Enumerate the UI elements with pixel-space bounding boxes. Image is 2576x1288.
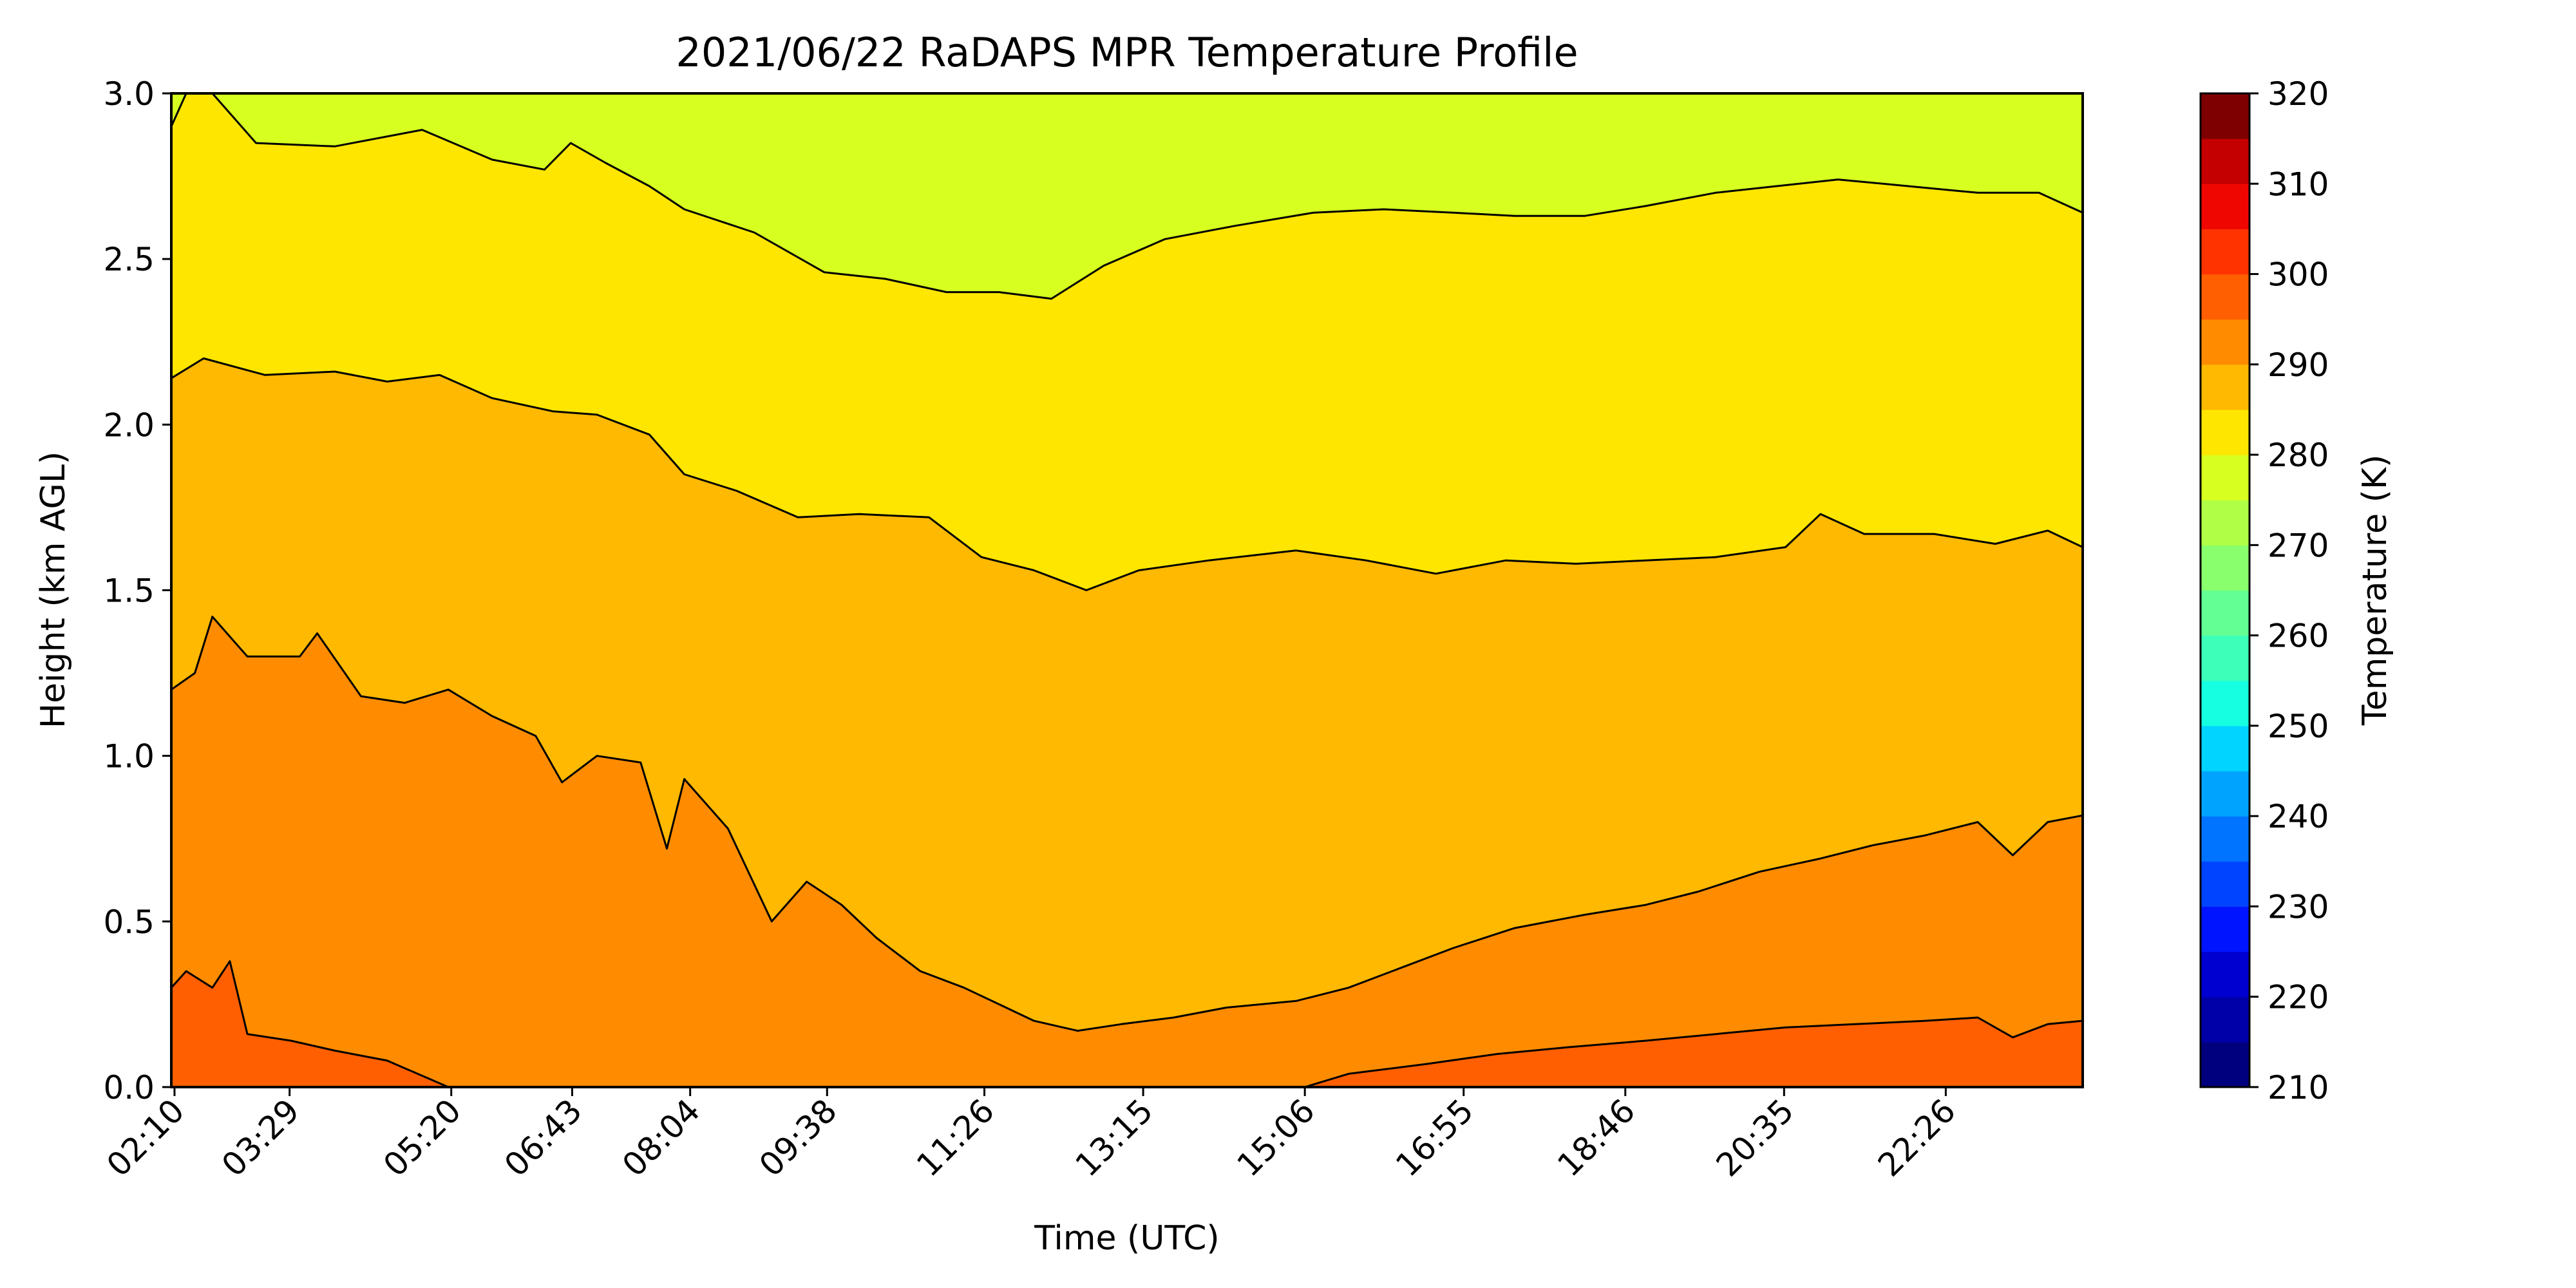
colorbar-segment <box>2201 455 2249 500</box>
x-tick-label: 03:29 <box>214 1092 307 1184</box>
colorbar-tick-label: 230 <box>2268 888 2329 925</box>
colorbar-segment <box>2201 906 2249 952</box>
x-tick-label: 22:26 <box>1871 1092 1963 1184</box>
colorbar-segment <box>2201 500 2249 545</box>
temperature-band-295-300 <box>171 961 2083 1087</box>
y-tick-label: 0.5 <box>103 904 155 941</box>
colorbar-segment <box>2201 364 2249 410</box>
colorbar-segment <box>2201 861 2249 907</box>
x-tick-label: 16:55 <box>1388 1092 1481 1184</box>
colorbar-segment <box>2201 680 2249 726</box>
y-tick-label: 2.5 <box>103 241 155 278</box>
y-tick-label: 1.0 <box>103 738 155 775</box>
colorbar-segment <box>2201 590 2249 636</box>
colorbar-tick-label: 250 <box>2268 708 2329 745</box>
colorbar-tick-label: 320 <box>2268 75 2329 113</box>
colorbar-tick-label: 260 <box>2268 618 2329 655</box>
x-axis-label: Time (UTC) <box>1034 1219 1219 1258</box>
colorbar-segment <box>2201 1041 2249 1088</box>
y-tick-label: 3.0 <box>103 75 155 113</box>
x-tick-label: 08:04 <box>615 1092 707 1184</box>
colorbar-tick-label: 270 <box>2268 527 2329 564</box>
colorbar-segment <box>2201 725 2249 772</box>
colorbar-tick-label: 280 <box>2268 437 2329 474</box>
y-tick-label: 0.0 <box>103 1069 155 1106</box>
contour-285K <box>171 357 2083 591</box>
colorbar-segment <box>2201 771 2249 817</box>
contour-lines <box>171 93 2083 1087</box>
temperature-band-290-295 <box>171 616 2083 1087</box>
colorbar-segment <box>2201 409 2249 455</box>
x-tick-label: 15:06 <box>1230 1092 1322 1184</box>
x-tick-label: 05:20 <box>376 1092 468 1184</box>
x-tick-label: 09:38 <box>752 1092 844 1184</box>
x-tick-label: 06:43 <box>497 1092 589 1184</box>
plot-area <box>171 93 2083 1087</box>
colorbar-segment <box>2201 951 2249 998</box>
colorbar-tick-label: 210 <box>2268 1069 2329 1106</box>
x-tick-label: 13:15 <box>1068 1092 1160 1184</box>
colorbar-segment <box>2201 545 2249 591</box>
colorbar-tick-label: 220 <box>2268 979 2329 1016</box>
y-axis-label: Height (km AGL) <box>34 451 73 728</box>
colorbar-tick-label: 240 <box>2268 798 2329 835</box>
colorbar-frame <box>2199 92 2251 1088</box>
colorbar-segment <box>2201 229 2249 275</box>
colorbar-segment <box>2201 319 2249 365</box>
contour-280K <box>171 93 2083 300</box>
y-tick-label: 1.5 <box>103 573 155 610</box>
y-axis: 0.0 0.5 1.0 1.5 2.0 2.5 3.0 <box>103 75 171 1106</box>
colorbar-segment <box>2201 93 2249 139</box>
chart-title: 2021/06/22 RaDAPS MPR Temperature Profil… <box>676 29 1578 76</box>
x-tick-label: 11:26 <box>909 1092 1001 1184</box>
colorbar-segment <box>2201 138 2249 184</box>
y-tick-label: 2.0 <box>103 406 155 444</box>
x-tick-label: 18:46 <box>1550 1092 1642 1184</box>
x-tick-label: 20:35 <box>1709 1092 1801 1184</box>
contour-295K <box>171 960 2083 1087</box>
colorbar-segment <box>2201 274 2249 320</box>
colorbar-segment <box>2201 996 2249 1043</box>
x-axis: 02:10 03:29 05:20 06:43 08:04 09:38 11:26 13:15… <box>100 1087 1963 1184</box>
colorbar-tick-label: 300 <box>2268 256 2329 294</box>
colorbar-segment <box>2201 816 2249 862</box>
colorbar-segment <box>2201 635 2249 681</box>
colorbar-label: Temperature (K) <box>2356 455 2394 726</box>
colorbar-segment <box>2201 184 2249 230</box>
contour-290K <box>171 616 2083 1032</box>
colorbar-tick-label: 290 <box>2268 346 2329 384</box>
colorbar-tick-label: 310 <box>2268 166 2329 203</box>
colorbar: 210 220 230 240 250 260 270 280 290 300 310 320 <box>2199 75 2329 1106</box>
